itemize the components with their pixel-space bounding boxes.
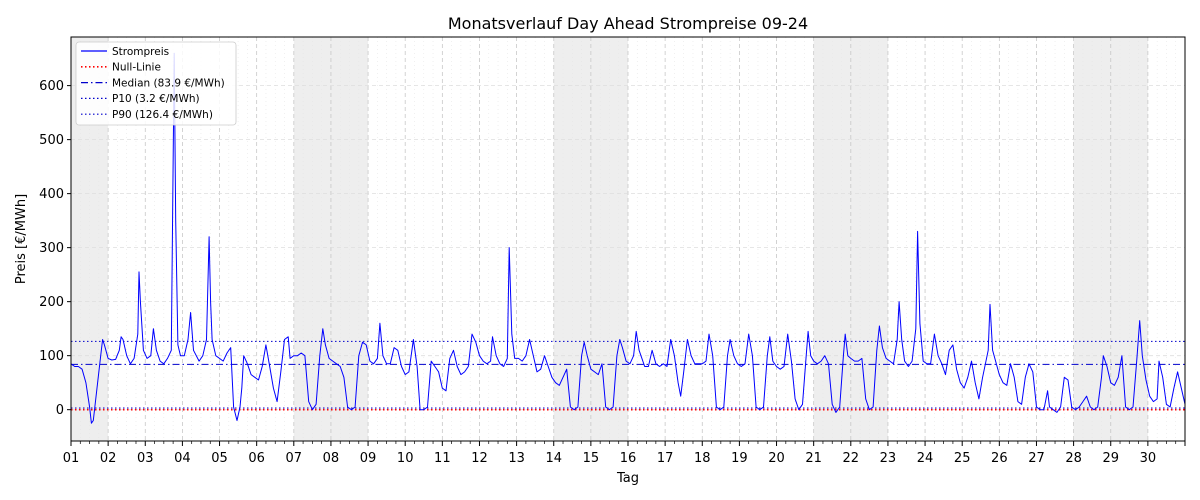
y-tick-label: 100 bbox=[39, 349, 64, 364]
y-tick-label: 400 bbox=[39, 187, 64, 202]
x-tick-label: 22 bbox=[843, 451, 860, 466]
x-tick-label: 07 bbox=[286, 451, 303, 466]
x-tick-label: 30 bbox=[1140, 451, 1157, 466]
x-tick-label: 08 bbox=[323, 451, 340, 466]
legend-label: Strompreis bbox=[112, 46, 169, 58]
x-axis: 01 02 03 04 05 06 07 08 09 10 11 12 13 14 15 16 17 18 19 20… bbox=[63, 441, 1186, 466]
legend-label: P10 (3.2 €/MWh) bbox=[112, 93, 200, 105]
legend-box bbox=[75, 41, 237, 126]
x-tick-label: 15 bbox=[583, 451, 600, 466]
y-tick-label: 600 bbox=[39, 79, 64, 94]
x-tick-label: 06 bbox=[248, 451, 265, 466]
x-tick-label: 23 bbox=[880, 451, 897, 466]
series-line-strompreis bbox=[70, 52, 1186, 424]
legend-label: P90 (126.4 €/MWh) bbox=[112, 109, 213, 121]
x-tick-label: 20 bbox=[768, 451, 785, 466]
y-tick-label: 500 bbox=[39, 133, 64, 148]
x-tick-label: 01 bbox=[63, 451, 80, 466]
x-tick-label: 14 bbox=[545, 451, 562, 466]
x-tick-label: 24 bbox=[917, 451, 934, 466]
y-axis-label: Preis [€/MWh] bbox=[14, 194, 29, 284]
x-tick-label: 26 bbox=[991, 451, 1008, 466]
x-tick-label: 09 bbox=[360, 451, 377, 466]
x-tick-label: 11 bbox=[434, 451, 451, 466]
y-axis: 0 100 200 300 400 500 600 bbox=[39, 79, 71, 418]
x-tick-label: 19 bbox=[731, 451, 748, 466]
legend-label: Median (83.9 €/MWh) bbox=[112, 77, 225, 89]
x-tick-label: 28 bbox=[1065, 451, 1082, 466]
reference-lines bbox=[71, 340, 1185, 411]
legend-label: Null-Linie bbox=[112, 62, 161, 74]
x-tick-label: 03 bbox=[137, 451, 154, 466]
x-tick-label: 25 bbox=[954, 451, 971, 466]
x-tick-label: 18 bbox=[694, 451, 711, 466]
y-tick-label: 0 bbox=[56, 403, 64, 418]
plot-series bbox=[70, 52, 1186, 424]
chart-title: Monatsverlauf Day Ahead Strompreise 09-2… bbox=[448, 14, 808, 33]
x-tick-label: 05 bbox=[211, 451, 228, 466]
x-tick-label: 12 bbox=[471, 451, 488, 466]
legend: Strompreis Null-Linie Median (83.9 €/MWh) P… bbox=[75, 41, 237, 126]
x-tick-label: 21 bbox=[805, 451, 822, 466]
x-axis-label: Tag bbox=[616, 471, 639, 486]
x-tick-label: 16 bbox=[620, 451, 637, 466]
x-tick-label: 10 bbox=[397, 451, 414, 466]
x-tick-label: 17 bbox=[657, 451, 674, 466]
y-tick-label: 200 bbox=[39, 295, 64, 310]
x-tick-label: 04 bbox=[174, 451, 191, 466]
y-tick-label: 300 bbox=[39, 241, 64, 256]
x-tick-label: 13 bbox=[508, 451, 525, 466]
x-tick-label: 02 bbox=[100, 451, 117, 466]
x-tick-label: 29 bbox=[1102, 451, 1119, 466]
x-tick-label: 27 bbox=[1028, 451, 1045, 466]
